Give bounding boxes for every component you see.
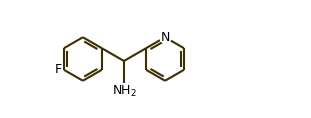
Text: N: N [160,31,170,44]
Text: F: F [55,63,62,76]
Text: NH$_2$: NH$_2$ [113,84,137,99]
